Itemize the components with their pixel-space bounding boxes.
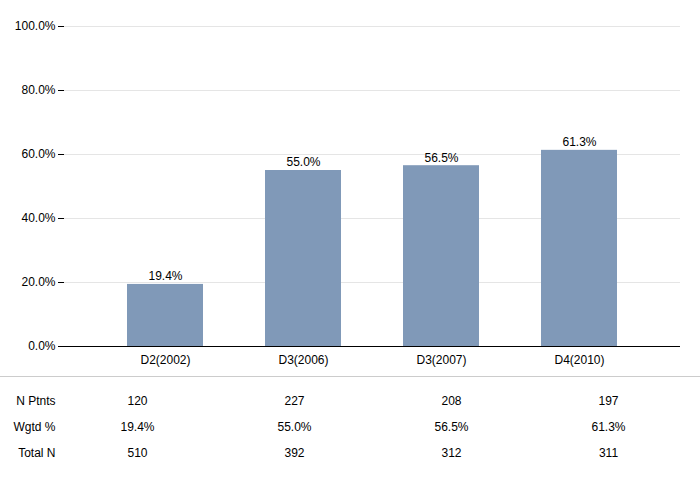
svg-text:D2(2002): D2(2002) xyxy=(140,353,190,367)
svg-text:227: 227 xyxy=(284,394,304,408)
svg-text:Total N: Total N xyxy=(18,446,55,460)
svg-text:61.3%: 61.3% xyxy=(591,420,625,434)
svg-text:311: 311 xyxy=(599,446,618,460)
svg-text:40.0%: 40.0% xyxy=(21,211,55,225)
svg-text:120: 120 xyxy=(127,394,147,408)
svg-text:312: 312 xyxy=(441,446,461,460)
svg-text:56.5%: 56.5% xyxy=(434,420,468,434)
svg-text:N Ptnts: N Ptnts xyxy=(16,394,55,408)
svg-text:208: 208 xyxy=(441,394,461,408)
svg-text:19.4%: 19.4% xyxy=(148,269,182,283)
svg-text:100.0%: 100.0% xyxy=(15,19,56,33)
svg-text:60.0%: 60.0% xyxy=(21,147,55,161)
svg-text:56.5%: 56.5% xyxy=(424,151,458,165)
svg-text:0.0%: 0.0% xyxy=(28,339,56,353)
svg-text:61.3%: 61.3% xyxy=(562,135,596,149)
svg-text:80.0%: 80.0% xyxy=(21,83,55,97)
svg-text:Wgtd %: Wgtd % xyxy=(13,420,55,434)
svg-text:D3(2007): D3(2007) xyxy=(416,353,466,367)
svg-text:197: 197 xyxy=(598,394,618,408)
svg-text:510: 510 xyxy=(127,446,147,460)
svg-text:19.4%: 19.4% xyxy=(120,420,154,434)
svg-text:55.0%: 55.0% xyxy=(286,155,320,169)
svg-text:D3(2006): D3(2006) xyxy=(278,353,328,367)
svg-text:20.0%: 20.0% xyxy=(21,275,55,289)
svg-text:55.0%: 55.0% xyxy=(277,420,311,434)
svg-text:392: 392 xyxy=(284,446,304,460)
svg-text:D4(2010): D4(2010) xyxy=(554,353,604,367)
